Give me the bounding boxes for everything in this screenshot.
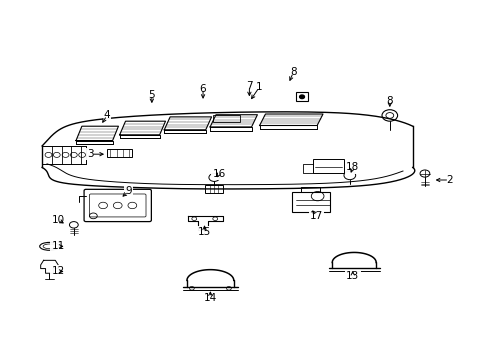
Bar (291, 192, 329, 212)
Text: 14: 14 (203, 293, 217, 303)
Text: 7: 7 (245, 81, 252, 91)
Circle shape (299, 95, 304, 99)
Text: 9: 9 (125, 186, 131, 197)
Text: 13: 13 (346, 271, 359, 281)
Text: 18: 18 (346, 162, 359, 172)
Text: 11: 11 (52, 241, 65, 251)
Bar (212, 116, 239, 122)
Text: 6: 6 (199, 84, 206, 94)
Text: 4: 4 (103, 111, 110, 121)
Bar (107, 149, 132, 157)
Text: 3: 3 (87, 149, 94, 159)
Text: 5: 5 (148, 90, 155, 100)
Bar (296, 93, 307, 101)
Text: 12: 12 (52, 266, 65, 276)
Text: 2: 2 (445, 175, 452, 185)
Text: 15: 15 (198, 227, 211, 237)
Text: 8: 8 (386, 96, 392, 106)
Text: 10: 10 (52, 215, 65, 225)
Text: 8: 8 (289, 67, 296, 77)
Bar (312, 159, 344, 173)
Text: 16: 16 (212, 168, 225, 179)
Text: 1: 1 (255, 82, 262, 93)
Bar (205, 185, 223, 193)
Text: 17: 17 (309, 211, 323, 221)
